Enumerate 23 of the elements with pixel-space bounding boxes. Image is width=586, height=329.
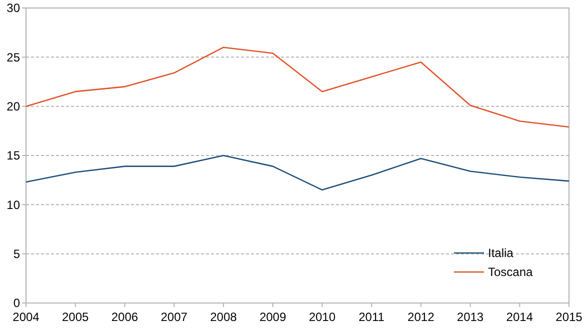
y-tick-label: 15: [6, 148, 20, 163]
y-tick-label: 5: [13, 247, 20, 262]
x-tick-label: 2006: [111, 310, 138, 324]
x-tick-label: 2008: [210, 310, 238, 324]
x-tick-label: 2012: [408, 310, 435, 324]
x-tick-label: 2014: [506, 310, 534, 324]
x-tick-label: 2010: [308, 310, 336, 324]
x-tick-label: 2011: [358, 310, 385, 324]
legend-label: Toscana: [488, 265, 534, 280]
y-tick-label: 10: [6, 198, 20, 212]
x-tick-label: 2007: [160, 310, 188, 324]
x-tick-label: 2005: [62, 310, 90, 324]
line-series: [25, 154, 570, 191]
y-tick-label: 20: [6, 100, 20, 114]
x-tick-label: 2013: [456, 310, 484, 324]
y-tick-label: 0: [13, 296, 20, 310]
y-tick-label: 25: [6, 50, 20, 64]
legend-label: Italia: [488, 246, 514, 260]
x-tick-label: 2015: [556, 310, 583, 324]
x-tick-label: 2009: [259, 310, 286, 324]
x-tick-label: 2004: [12, 310, 40, 324]
line-series: [25, 46, 570, 128]
y-tick-label: 30: [6, 1, 20, 16]
